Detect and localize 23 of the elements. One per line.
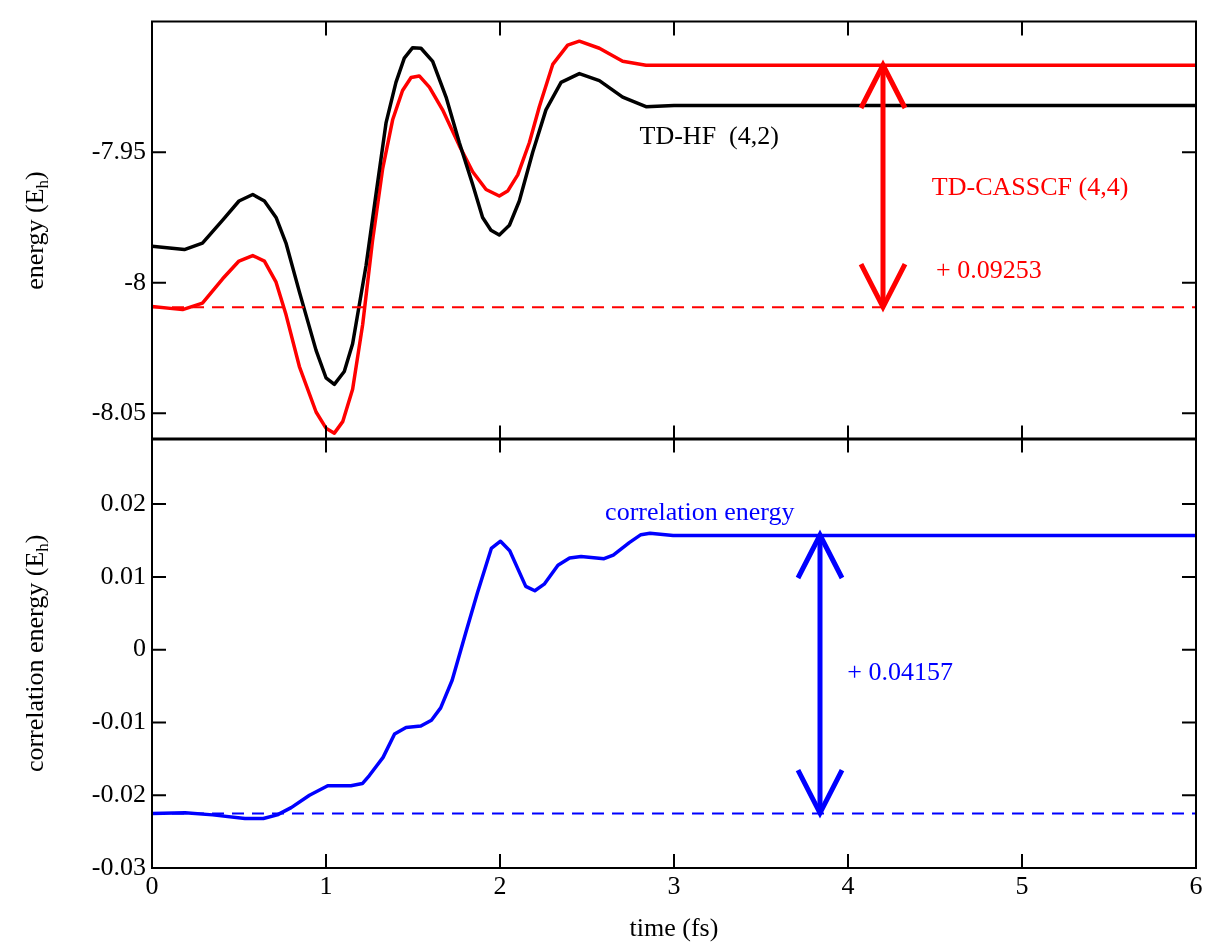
series-label: correlation energy [605,497,795,527]
y-tick-label: -8 [124,266,146,296]
y-tick-label: -0.02 [91,779,146,809]
x-tick-label: 1 [319,871,333,901]
y-axis-title: energy (Eh) [19,171,53,290]
annotation: + 0.04157 [847,657,953,687]
x-tick-label: 2 [493,871,507,901]
text: TD-CASSCF (4,4) [931,172,1129,202]
annotation: + 0.09253 [936,255,1042,285]
series-label: TD-HF (4,2) [639,121,779,151]
x-tick-label: 3 [667,871,681,901]
y-tick-label: -7.95 [91,135,146,165]
y-tick-label: 0.02 [100,487,146,517]
y-tick-label: 0.01 [100,560,146,590]
y-tick-label: -0.01 [91,706,146,736]
y-tick-label: -8.05 [91,397,146,427]
y-tick-label: 0 [133,633,146,663]
x-axis-title: time (fs) [629,913,719,943]
x-tick-label: 6 [1189,871,1203,901]
y-tick-label: -0.03 [91,851,146,881]
x-tick-label: 4 [841,871,855,901]
y-axis-title: correlation energy (Eh) [19,534,53,773]
x-tick-label: 5 [1015,871,1029,901]
